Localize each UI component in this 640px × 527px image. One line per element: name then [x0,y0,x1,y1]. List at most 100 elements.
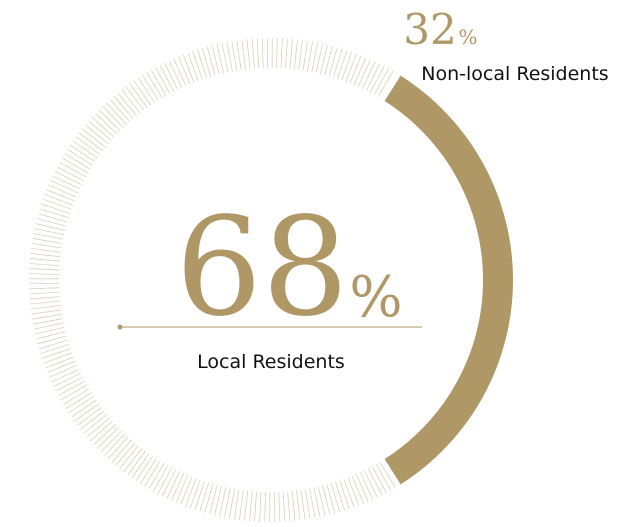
hatch-tick [249,491,253,522]
hatch-tick [80,410,105,430]
hatch-tick [51,368,79,383]
hatch-tick [107,436,129,460]
hatch-tick [161,469,177,497]
local-residents-percent-sign: % [349,265,402,330]
hatch-tick [285,38,288,69]
hatch-tick [244,490,249,521]
hatch-tick [197,49,207,79]
local-residents-segment [28,37,396,523]
hatch-tick [95,113,118,135]
hatch-tick [38,213,68,223]
hatch-tick [38,339,68,350]
hatch-tick [123,447,143,473]
hatch-tick [46,189,75,202]
hatch-tick [31,243,62,249]
hatch-tick [125,86,144,111]
hatch-tick [241,39,246,70]
hatch-tick [48,184,77,198]
hatch-tick [121,89,141,114]
hatch-tick [199,482,209,512]
hatch-tick [159,64,175,92]
hatch-tick [148,462,165,490]
hatch-tick [298,40,303,70]
hatch-tick [214,486,222,516]
hatch-tick [100,430,123,453]
hatch-tick [264,491,266,522]
hatch-tick [254,491,257,522]
hatch-tick [106,102,127,125]
hatch-tick [127,450,146,476]
hatch-tick [355,473,369,502]
hatch-tick [86,417,111,438]
hatch-tick [345,53,357,82]
hatch-tick [37,335,67,345]
hatch-tick [111,439,132,463]
hatch-tick [320,44,328,74]
hatch-tick [146,72,163,99]
hatch-tick [353,57,367,86]
hatch-tick [98,109,121,132]
hatch-tick [49,364,78,378]
hatch-tick [219,487,227,517]
hatch-tick [32,238,63,244]
hatch-tick [337,50,348,79]
hatch-tick [102,105,124,129]
hatch-tick [349,55,362,84]
hatch-tick [78,132,104,152]
non-local-residents-label: Non-local Residents [421,63,608,85]
hatch-tick [53,372,81,387]
hatch-tick [330,483,341,513]
hatch-tick [201,47,212,77]
hatch-tick [333,48,343,78]
hatch-tick [315,43,323,73]
hatch-tick [326,484,336,514]
center-divider-dot [117,324,123,330]
hatch-tick [72,140,98,159]
hatch-tick [166,471,181,499]
hatch-tick [324,45,333,76]
hatch-tick [61,157,89,174]
hatch-tick [129,83,148,109]
hatch-tick [164,62,179,90]
hatch-tick [29,263,60,266]
hatch-tick [322,485,331,515]
hatch-tick [251,38,255,69]
hatch-tick [178,56,191,85]
hatch-tick [43,352,73,364]
hatch-tick [33,233,64,240]
hatch-tick [42,198,72,210]
hatch-tick [231,41,238,71]
hatch-tick [56,166,84,182]
hatch-tick [41,203,70,214]
hatch-tick [367,468,383,496]
hatch-tick [109,99,131,122]
hatch-tick [29,287,60,290]
hatch-tick [50,180,78,194]
hatch-tick [185,478,197,507]
hatch-tick [63,388,90,405]
hatch-tick [311,42,318,73]
hatch-tick [29,296,60,300]
hatch-tick [209,484,218,515]
hatch-tick [119,445,139,470]
hatch-tick [256,38,260,69]
hatch-tick [135,455,154,482]
hatch-tick [133,80,152,106]
hatch-tick [69,144,96,163]
hatch-tick [309,488,316,519]
hatch-tick [31,309,62,315]
hatch-tick [278,491,281,522]
hatch-tick [30,305,61,310]
hatch-tick [343,478,355,508]
hatch-tick [32,318,63,325]
hatch-tick [375,463,392,491]
hatch-tick [229,488,235,519]
hatch-tick [175,474,189,503]
hatch-tick [91,116,115,138]
hatch-tick [313,487,321,518]
hatch-tick [36,331,66,340]
hatch-tick [328,47,338,77]
hatch-tick [155,67,171,94]
hatch-tick [88,120,112,141]
